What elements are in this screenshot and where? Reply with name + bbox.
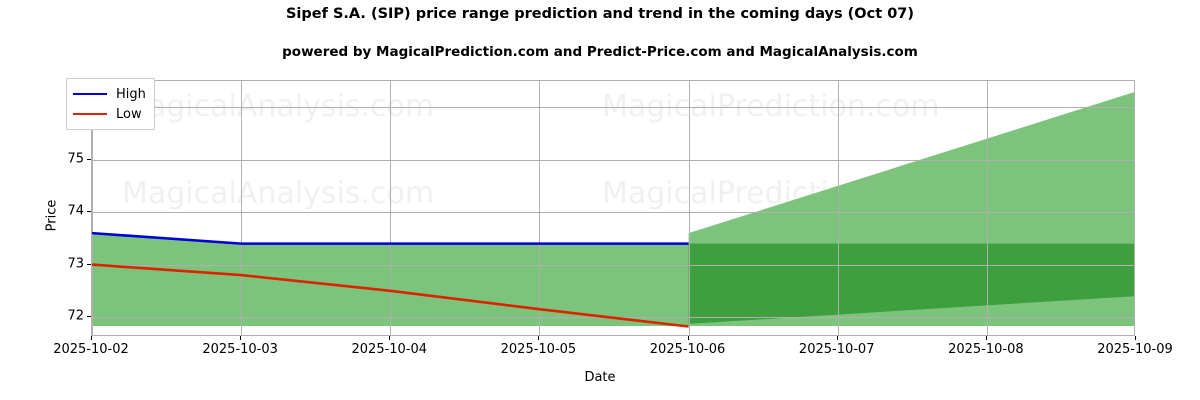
x-tick-label: 2025-10-07 bbox=[798, 342, 875, 357]
x-tick-label: 2025-10-02 bbox=[53, 342, 129, 357]
x-tick-label: 2025-10-04 bbox=[351, 342, 428, 357]
legend-label-low: Low bbox=[116, 106, 142, 122]
legend-swatch-high bbox=[73, 93, 107, 95]
x-tick-mark bbox=[985, 336, 987, 340]
x-tick-mark bbox=[1135, 336, 1136, 340]
y-tick-label: 74 bbox=[67, 203, 84, 219]
x-tick-mark bbox=[687, 336, 689, 340]
series-group bbox=[92, 231, 689, 328]
bands-group bbox=[92, 92, 1134, 326]
y-tick-mark bbox=[87, 316, 91, 318]
x-tick-mark bbox=[240, 336, 242, 340]
y-tick-mark bbox=[87, 158, 91, 160]
legend-item-low[interactable]: Low bbox=[73, 104, 146, 124]
x-tick-label: 2025-10-06 bbox=[649, 342, 726, 357]
x-tick-label: 2025-10-08 bbox=[948, 342, 1024, 357]
y-axis-label: Price bbox=[44, 199, 60, 232]
plot-svg bbox=[92, 81, 1134, 335]
chart-legend: High Low bbox=[66, 78, 155, 130]
chart-title: Sipef S.A. (SIP) price range prediction … bbox=[285, 6, 915, 22]
series-line-low bbox=[92, 263, 689, 328]
x-tick-mark bbox=[91, 336, 92, 340]
x-axis-label: Date bbox=[584, 370, 616, 385]
legend-item-high[interactable]: High bbox=[73, 84, 146, 104]
y-tick-mark bbox=[87, 263, 91, 265]
x-tick-label: 2025-10-03 bbox=[202, 342, 278, 357]
y-tick-label: 73 bbox=[67, 256, 84, 272]
x-tick-label: 2025-10-05 bbox=[500, 342, 577, 357]
x-tick-mark bbox=[538, 336, 540, 340]
series-line-high bbox=[92, 231, 689, 245]
x-tick-mark bbox=[836, 336, 838, 340]
x-tick-label: 2025-10-09 bbox=[1097, 342, 1173, 357]
plot-area: MagicalAnalysis.com MagicalPrediction.co… bbox=[91, 80, 1135, 336]
x-tick-mark bbox=[389, 336, 391, 340]
legend-label-high: High bbox=[116, 86, 146, 102]
legend-swatch-low bbox=[73, 113, 107, 115]
chart-subtitle: powered by MagicalPrediction.com and Pre… bbox=[282, 44, 918, 60]
y-tick-label: 75 bbox=[67, 151, 84, 167]
y-tick-mark bbox=[87, 211, 91, 213]
y-tick-label: 72 bbox=[67, 308, 84, 324]
band-forecast-cone-dark bbox=[688, 243, 1134, 324]
